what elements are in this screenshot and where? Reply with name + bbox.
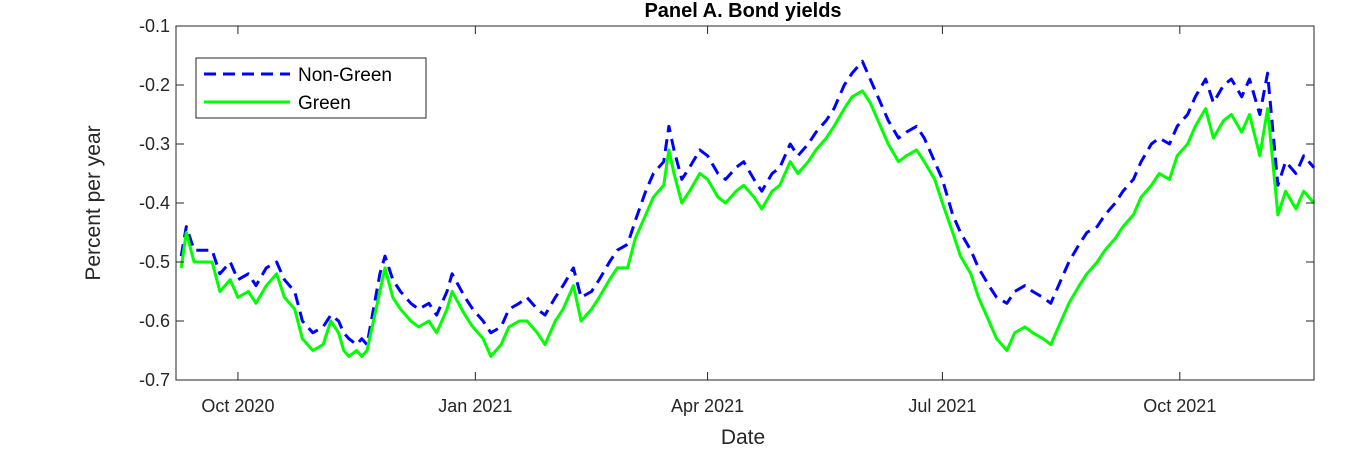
x-tick-label: Apr 2021	[671, 396, 744, 416]
y-tick-label: -0.2	[139, 75, 170, 95]
legend-label: Non-Green	[298, 65, 392, 86]
chart-title: Panel A. Bond yields	[644, 0, 841, 22]
x-tick-label: Oct 2020	[201, 396, 274, 416]
series-line-green	[179, 89, 1316, 358]
y-tick-label: -0.5	[139, 252, 170, 272]
y-axis: -0.7 -0.6 -0.5 -0.4 -0.3 -0.2 -0.1	[139, 16, 1314, 390]
legend: Non-Green Green	[195, 57, 427, 119]
x-tick-label: Jul 2021	[908, 396, 976, 416]
y-tick-label: -0.4	[139, 193, 170, 213]
legend-label: Green	[298, 93, 351, 114]
legend-box	[195, 57, 427, 119]
x-axis-title: Date	[721, 426, 765, 449]
y-tick-label: -0.1	[139, 16, 170, 36]
x-tick-label: Jan 2021	[438, 396, 512, 416]
x-axis: Oct 2020 Jan 2021 Apr 2021 Jul 2021 Oct 2021	[201, 26, 1216, 416]
series-line-non-green	[179, 59, 1316, 347]
y-tick-label: -0.7	[139, 370, 170, 390]
series-layer	[179, 59, 1316, 358]
y-tick-label: -0.3	[139, 134, 170, 154]
y-axis-title: Percent per year	[82, 125, 105, 280]
y-tick-label: -0.6	[139, 311, 170, 331]
x-tick-label: Oct 2021	[1143, 396, 1216, 416]
